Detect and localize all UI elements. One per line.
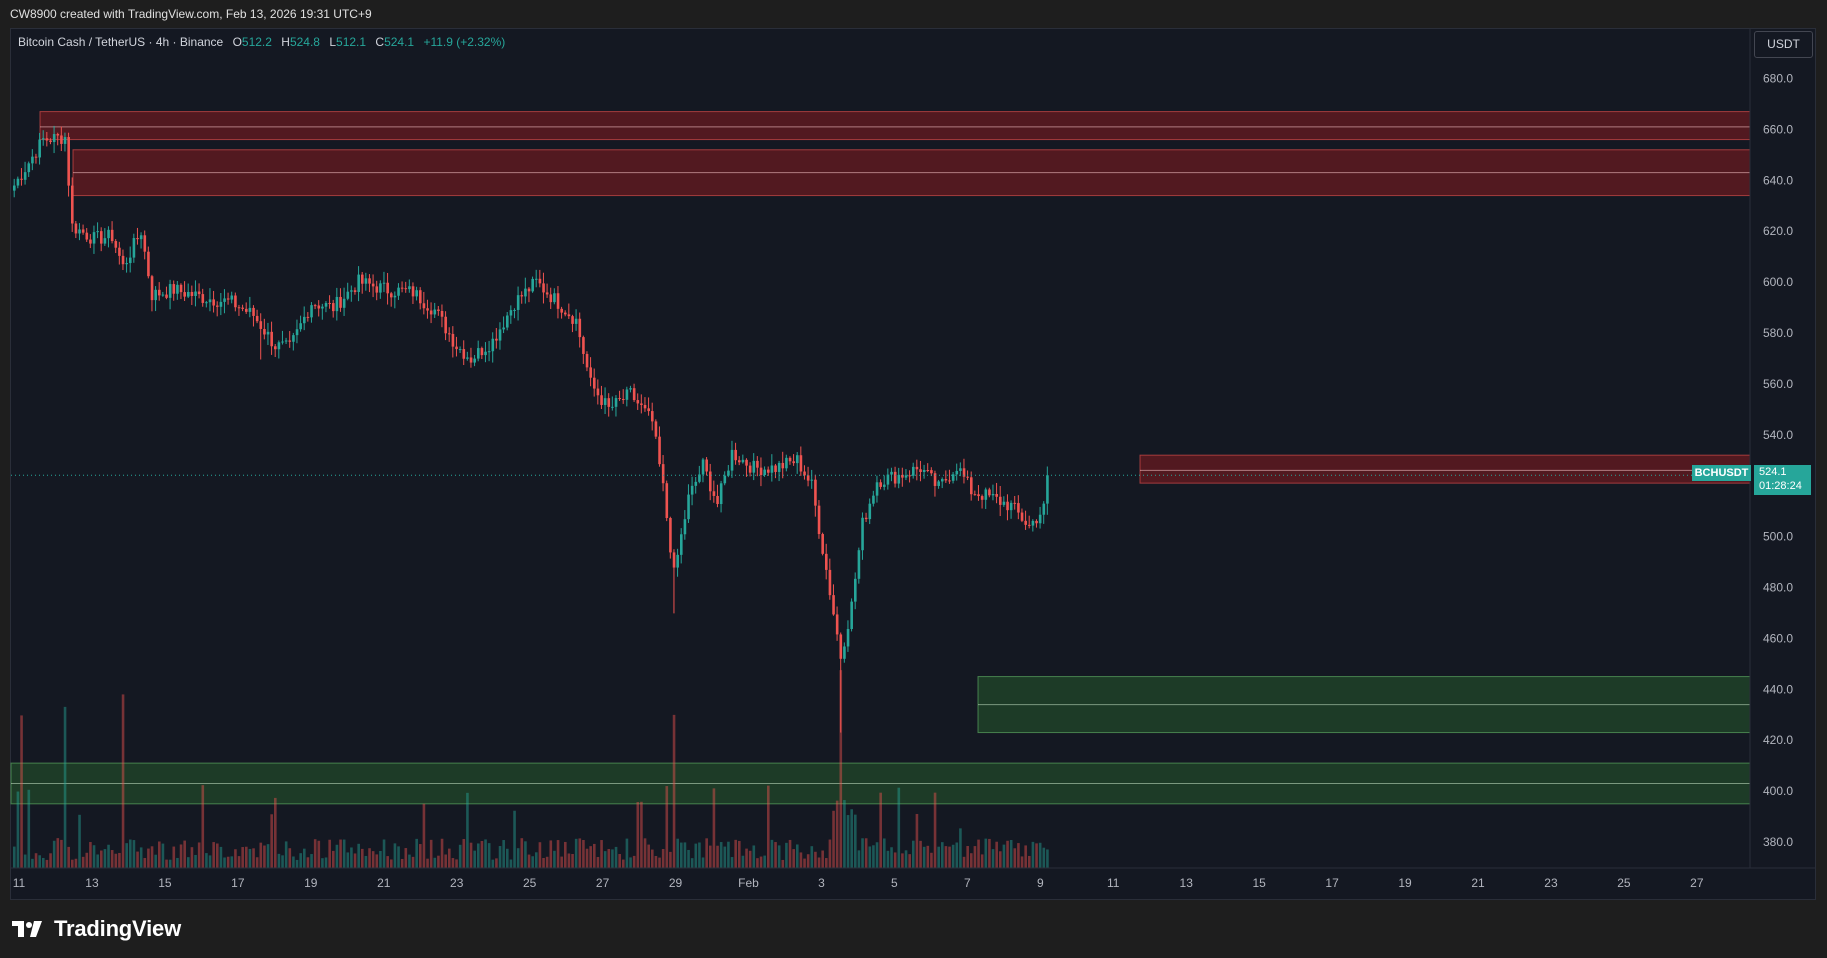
bottom-bar: TradingView: [0, 900, 1827, 958]
logo-text: TradingView: [54, 916, 181, 941]
legend-change: +11.9 (+2.32%): [423, 35, 506, 49]
tradingview-logo[interactable]: TradingView: [12, 916, 181, 942]
legend-symbol: Bitcoin Cash / TetherUS · 4h · Binance: [18, 35, 224, 49]
legend-close: 524.1: [384, 35, 415, 49]
last-price-label: 524.1 01:28:24: [1754, 465, 1811, 495]
chart-frame[interactable]: [10, 28, 1816, 900]
chart-legend: Bitcoin Cash / TetherUS · 4h · Binance O…: [18, 35, 505, 49]
attribution-text: CW8900 created with TradingView.com, Feb…: [10, 7, 372, 21]
currency-button[interactable]: USDT: [1754, 31, 1813, 58]
bar-countdown: 01:28:24: [1759, 480, 1802, 492]
top-bar: CW8900 created with TradingView.com, Feb…: [0, 0, 1827, 28]
legend-low: 512.1: [336, 35, 367, 49]
symbol-price-tag: BCHUSDT: [1692, 465, 1751, 481]
legend-open-label: O: [232, 35, 242, 49]
legend-open: 512.2: [241, 35, 272, 49]
tradingview-logo-icon: [12, 921, 42, 937]
legend-high-label: H: [281, 35, 290, 49]
legend-low-label: L: [329, 35, 337, 49]
legend-close-label: C: [375, 35, 385, 49]
legend-high: 524.8: [289, 35, 320, 49]
last-price-value: 524.1: [1759, 466, 1787, 478]
